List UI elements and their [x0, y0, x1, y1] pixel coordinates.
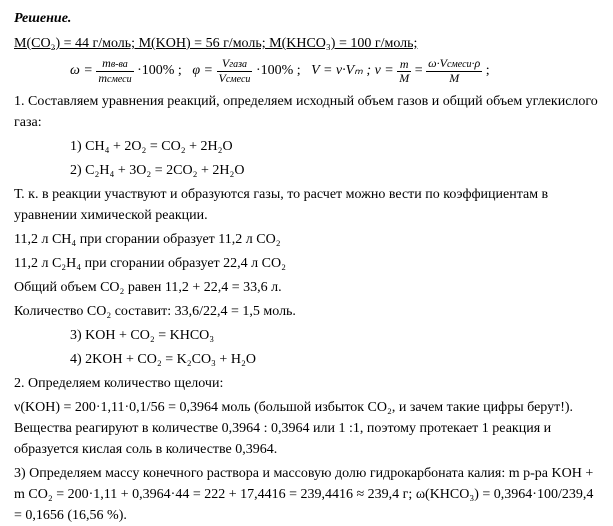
nu-frac2: ω·Vсмеси·ρ M — [426, 57, 482, 84]
eqsign: = — [415, 63, 423, 78]
p3: 11,2 л CH₄ при сгорании образует 11,2 л … — [14, 229, 599, 250]
tail: ; — [486, 63, 490, 78]
p5: Общий объем CO₂ равен 11,2 + 22,4 = 33,6… — [14, 277, 599, 298]
phi-den: Vсмеси — [217, 72, 253, 86]
nu-frac1: m M — [397, 58, 411, 84]
p6: Количество CO₂ составит: 33,6/22,4 = 1,5… — [14, 301, 599, 322]
v-eq: V = ν·Vₘ ; — [311, 63, 371, 78]
eq1: 1) CH₄ + 2O₂ = CO₂ + 2H₂O — [14, 136, 599, 157]
omega-num: mв-ва — [96, 57, 133, 72]
nu-eq: ν = — [375, 63, 394, 78]
p4: 11,2 л C₂H₄ при сгорании образует 22,4 л… — [14, 253, 599, 274]
p9: 3) Определяем массу конечного раствора и… — [14, 463, 599, 526]
eq4: 4) 2KOH + CO₂ = K₂CO₃ + H₂O — [14, 349, 599, 370]
p1: 1. Составляем уравнения реакций, определ… — [14, 91, 599, 133]
formula-row: ω = mв-ва mсмеси ·100% ; φ = Vгаза Vсмес… — [14, 57, 599, 85]
omega-frac: mв-ва mсмеси — [96, 57, 133, 85]
eq2: 2) C₂H₄ + 3O₂ = 2CO₂ + 2H₂O — [14, 160, 599, 181]
omega-den: mсмеси — [96, 72, 133, 86]
phi-eq: φ = — [192, 63, 213, 78]
p8: ν(KOH) = 200·1,11·0,1/56 = 0,3964 моль (… — [14, 397, 599, 460]
omega-eq: ω = — [70, 63, 93, 78]
solution-title: Решение. — [14, 8, 599, 29]
p2: Т. к. в реакции участвуют и образуются г… — [14, 184, 599, 226]
p7: 2. Определяем количество щелочи: — [14, 373, 599, 394]
nu1-num: m — [397, 58, 411, 72]
nu1-den: M — [397, 72, 411, 85]
nu2-num: ω·Vсмеси·ρ — [426, 57, 482, 72]
pct1: ·100% ; — [137, 63, 182, 78]
molar-mass-line: M(CO₂) = 44 г/моль; M(KOH) = 56 г/моль; … — [14, 33, 599, 54]
pct2: ·100% ; — [256, 63, 301, 78]
phi-num: Vгаза — [217, 57, 253, 72]
phi-frac: Vгаза Vсмеси — [217, 57, 253, 85]
nu2-den: M — [426, 72, 482, 85]
molar-mass-text: M(CO₂) = 44 г/моль; M(KOH) = 56 г/моль; … — [14, 36, 417, 51]
eq3: 3) KOH + CO₂ = KHCO₃ — [14, 325, 599, 346]
